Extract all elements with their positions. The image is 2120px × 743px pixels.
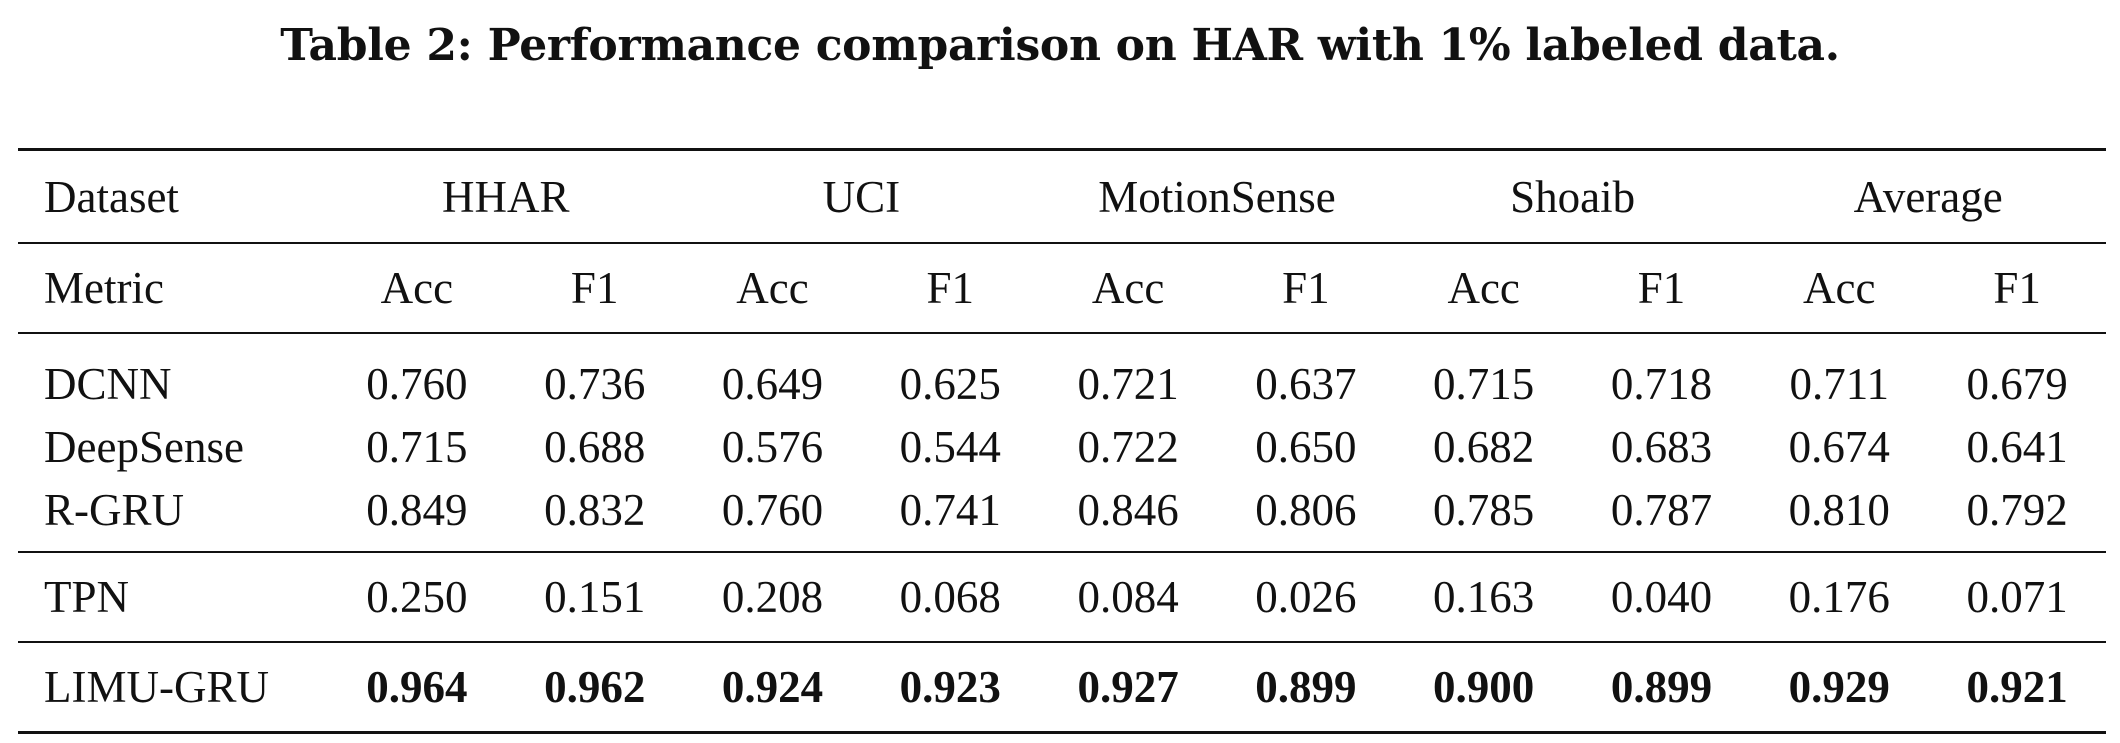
- table-cell-best: 0.899: [1572, 641, 1751, 734]
- metric-header-cell: Acc: [328, 242, 506, 333]
- metric-header-label: Metric: [18, 242, 328, 333]
- table-cell: 0.026: [1216, 551, 1395, 642]
- table-cell: 0.736: [505, 332, 684, 415]
- dataset-header-row: Dataset HHAR UCI MotionSense Shoaib Aver…: [18, 148, 2106, 243]
- table-cell: 0.785: [1433, 484, 1535, 535]
- table-row-tpn: TPN 0.250 0.151 0.208 0.068 0.084 0.026 …: [18, 551, 2106, 642]
- table-cell: 0.787: [1610, 484, 1713, 535]
- table-cell: 0.721: [1039, 332, 1217, 415]
- table-cell-best: 0.924: [683, 641, 862, 734]
- table-cell: 0.832: [544, 484, 646, 535]
- table-cell: 0.250: [328, 551, 506, 642]
- table-cell: 0.741: [899, 484, 1001, 535]
- table-caption: Table 2: Performance comparison on HAR w…: [280, 20, 1840, 71]
- metric-header-cell: F1: [505, 242, 684, 333]
- dataset-header-shoaib: Shoaib: [1394, 148, 1751, 243]
- performance-table: Dataset HHAR UCI MotionSense Shoaib Aver…: [18, 148, 2106, 734]
- metric-header-cell: Acc: [683, 242, 862, 333]
- table-cell: 0.846: [1077, 484, 1179, 535]
- method-name: LIMU-GRU: [18, 641, 328, 734]
- table-cell: 0.208: [683, 551, 862, 642]
- table-cell: 0.650: [1255, 421, 1357, 472]
- metric-header-cell: F1: [861, 242, 1040, 333]
- table-cell: 0.068: [861, 551, 1040, 642]
- table-cell: 0.718: [1572, 332, 1751, 415]
- table-cell: 0.682: [1433, 421, 1535, 472]
- dataset-header-average: Average: [1750, 148, 2106, 243]
- table-cell: 0.715: [1394, 332, 1573, 415]
- table-cell: 0.760: [328, 332, 506, 415]
- table-cell: 0.625: [861, 332, 1040, 415]
- metric-header-cell: Acc: [1750, 242, 1929, 333]
- metric-header-cell: F1: [1572, 242, 1751, 333]
- table-row-limu-gru: LIMU-GRU 0.964 0.962 0.924 0.923 0.927 0…: [18, 641, 2106, 734]
- metric-header-cell: F1: [1928, 242, 2106, 333]
- table-row-deepsense: DeepSense 0.715 0.688 0.576 0.544 0.722 …: [18, 415, 2106, 478]
- table-cell-best: 0.923: [861, 641, 1040, 734]
- table-cell-best: 0.921: [1928, 641, 2106, 734]
- table-cell: 0.071: [1928, 551, 2106, 642]
- table-cell: 0.176: [1750, 551, 1929, 642]
- dataset-header-label: Dataset: [18, 148, 328, 243]
- table-cell: 0.679: [1928, 332, 2106, 415]
- table-row-dcnn: DCNN 0.760 0.736 0.649 0.625 0.721 0.637…: [18, 332, 2106, 415]
- dataset-header-motionsense: MotionSense: [1039, 148, 1395, 243]
- dataset-header-hhar: HHAR: [328, 148, 684, 243]
- method-name: TPN: [18, 551, 328, 642]
- table-cell: 0.683: [1610, 421, 1713, 472]
- table-cell: 0.649: [683, 332, 862, 415]
- table-cell: 0.722: [1077, 421, 1179, 472]
- table-cell: 0.711: [1750, 332, 1929, 415]
- dataset-header-uci: UCI: [683, 148, 1040, 243]
- table-cell-best: 0.964: [328, 641, 506, 734]
- table-cell: 0.084: [1039, 551, 1217, 642]
- metric-header-cell: Acc: [1394, 242, 1573, 333]
- method-name: DeepSense: [44, 421, 244, 472]
- table-cell-best: 0.899: [1216, 641, 1395, 734]
- metric-header-cell: F1: [1216, 242, 1395, 333]
- table-cell: 0.806: [1255, 484, 1357, 535]
- table-row-r-gru: R-GRU 0.849 0.832 0.760 0.741 0.846 0.80…: [18, 478, 2106, 552]
- table-cell: 0.792: [1966, 484, 2068, 535]
- table-cell: 0.674: [1788, 421, 1890, 472]
- method-name: R-GRU: [44, 484, 185, 535]
- metric-header-row: Metric Acc F1 Acc F1 Acc F1 Acc F1 Acc F…: [18, 242, 2106, 333]
- metric-header-cell: Acc: [1039, 242, 1217, 333]
- table-cell: 0.151: [505, 551, 684, 642]
- table-cell: 0.641: [1966, 421, 2068, 472]
- table-cell: 0.576: [721, 421, 824, 472]
- table-cell: 0.849: [366, 484, 468, 535]
- table-cell: 0.760: [721, 484, 824, 535]
- table-cell-best: 0.900: [1394, 641, 1573, 734]
- table-cell: 0.544: [899, 421, 1001, 472]
- table-cell: 0.040: [1572, 551, 1751, 642]
- table-cell-best: 0.962: [505, 641, 684, 734]
- table-cell: 0.688: [544, 421, 646, 472]
- table-cell: 0.715: [366, 421, 468, 472]
- method-name: DCNN: [18, 332, 328, 415]
- table-cell: 0.810: [1788, 484, 1890, 535]
- table-cell-best: 0.929: [1750, 641, 1929, 734]
- table-cell-best: 0.927: [1039, 641, 1217, 734]
- table-cell: 0.637: [1216, 332, 1395, 415]
- table-cell: 0.163: [1394, 551, 1573, 642]
